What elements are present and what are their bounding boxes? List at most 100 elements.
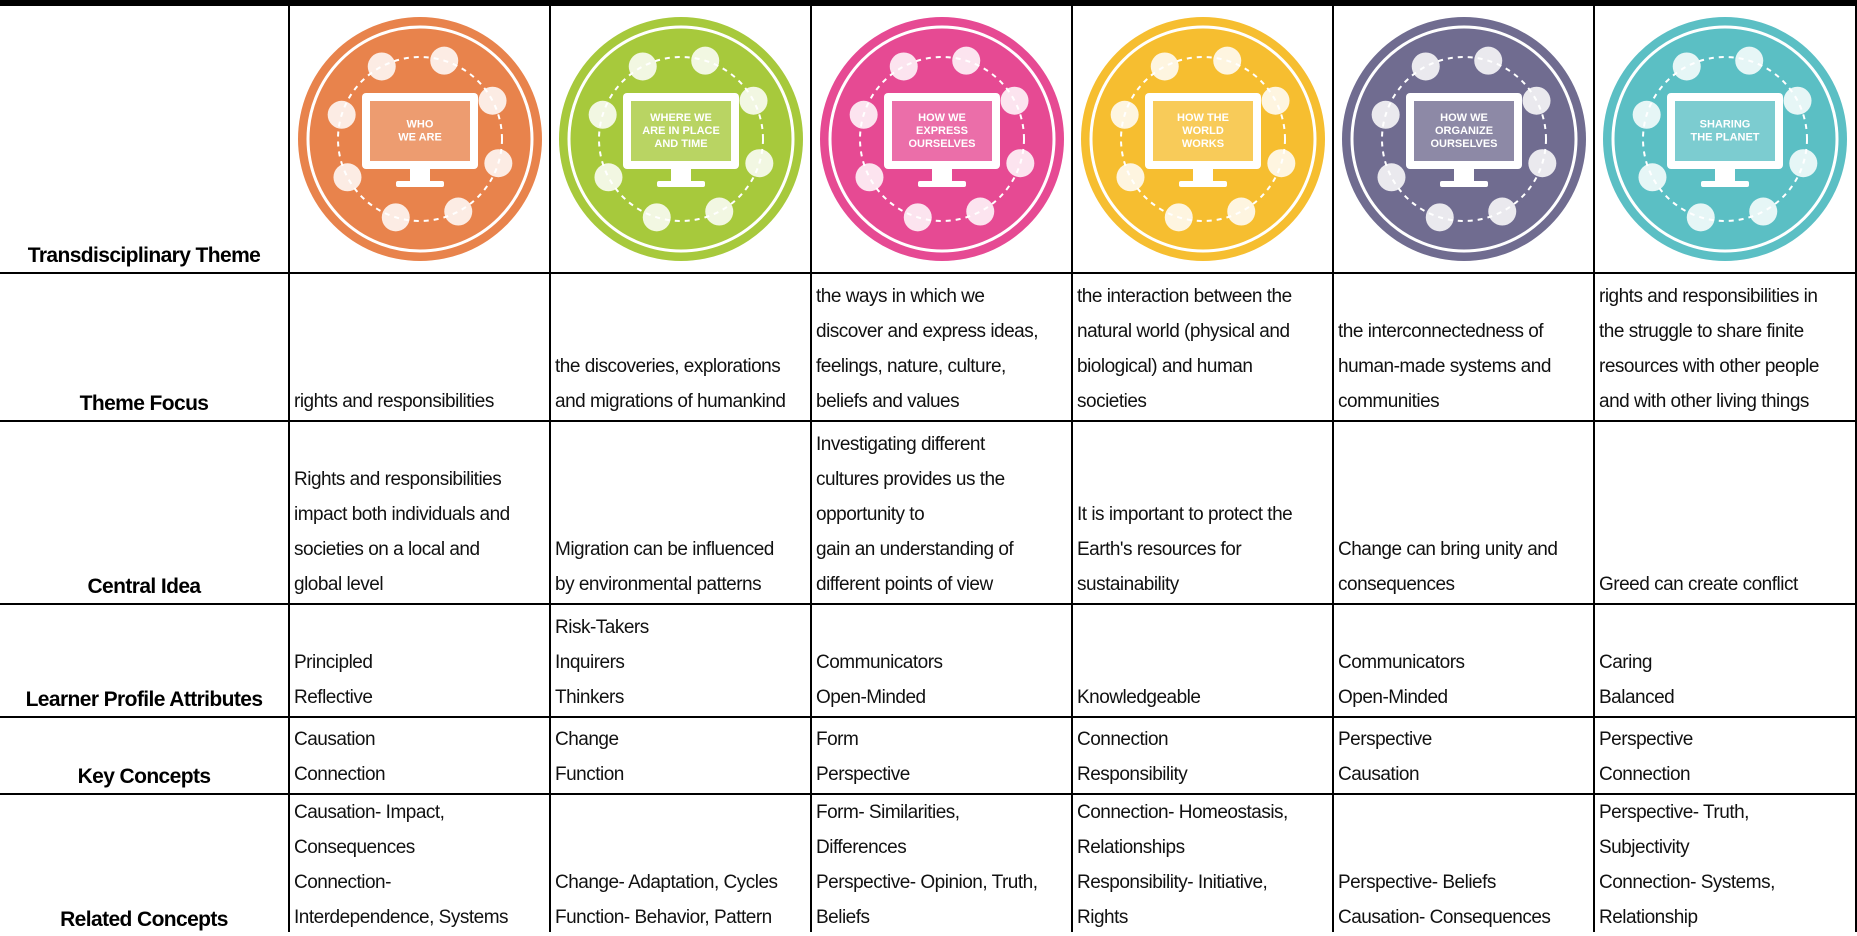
decor-icon: [1115, 163, 1144, 192]
decor-icon: [1473, 46, 1502, 75]
dashed-ring: [1642, 56, 1808, 222]
cell-text: Change: [555, 729, 619, 750]
table-cell: Greed can create conflict: [1595, 422, 1855, 603]
white-ring: [1611, 25, 1839, 253]
table-cell: Investigating different cultures provides…: [812, 422, 1071, 603]
decor-icon: [1000, 86, 1029, 115]
decor-icon: [1789, 149, 1818, 178]
decor-icon: [849, 100, 878, 129]
cell-text: Open-Minded: [1338, 687, 1448, 708]
monitor-base: [1178, 181, 1227, 187]
cell-text: Connection: [294, 764, 386, 785]
cell-text: Perspective: [1599, 729, 1693, 750]
cell-text: the interconnectedness of: [1338, 321, 1544, 342]
decor-icon: [642, 203, 671, 232]
decor-icon: [588, 100, 617, 129]
cell-text: Investigating different: [816, 434, 985, 455]
cell-text: Perspective- Opinion, Truth,: [816, 872, 1038, 893]
cell-text: Greed can create conflict: [1599, 574, 1798, 595]
table-cell: the ways in which we discover and express…: [812, 274, 1071, 420]
cell-text: Connection- Homeostasis,: [1077, 802, 1288, 823]
theme-title: ORGANIZE: [1434, 125, 1492, 137]
cell-text: Thinkers: [555, 687, 624, 708]
cell-text: Principled: [294, 652, 373, 673]
table-cell: Form Perspective: [812, 718, 1071, 793]
theme-title: EXPRESS: [916, 125, 968, 137]
theme-title: OURSELVES: [1430, 138, 1497, 150]
decor-icon: [744, 149, 773, 178]
decor-icon: [1632, 100, 1661, 129]
table-cell: Risk-Takers Inquirers Thinkers: [551, 605, 810, 716]
table-cell: Change Function: [551, 718, 810, 793]
theme-title: OURSELVES: [908, 138, 975, 150]
table-cell: Perspective Causation: [1334, 718, 1593, 793]
decor-icon: [381, 203, 410, 232]
cell-text: Relationships: [1077, 837, 1185, 858]
cell-text: Migration can be influenced: [555, 539, 774, 560]
monitor-screen: [630, 101, 731, 161]
cell-text: Rights: [1077, 907, 1128, 928]
theme-title: HOW THE: [1177, 112, 1229, 124]
monitor-screen: [1152, 101, 1253, 161]
monitor-stand: [931, 169, 952, 183]
decor-icon: [1522, 86, 1551, 115]
white-ring: [1350, 25, 1577, 253]
cell-text: societies: [1077, 391, 1147, 412]
cell-text: Differences: [816, 837, 907, 858]
monitor-base: [395, 181, 444, 187]
cell-text: Connection: [1599, 764, 1691, 785]
cell-text: Risk-Takers: [555, 617, 649, 638]
cell-text: Caring: [1599, 652, 1652, 673]
dashed-ring: [858, 56, 1025, 222]
decor-icon: [1226, 197, 1255, 226]
cell-text: the interaction between the: [1077, 286, 1292, 307]
cell-text: Interdependence, Systems: [294, 907, 509, 928]
table-cell: rights and responsibilities: [290, 274, 549, 420]
row-header: Learner Profile Attributes: [0, 605, 288, 716]
cell-text: Responsibility: [1077, 764, 1188, 785]
decor-icon: [1110, 100, 1139, 129]
cell-text: and with other living things: [1599, 391, 1809, 412]
table-cell: the interconnectedness of human-made syst…: [1334, 274, 1593, 420]
cell-text: opportunity to: [816, 504, 925, 525]
monitor-stand: [1453, 169, 1474, 183]
monitor-stand: [409, 169, 430, 183]
cell-text: Form- Similarities,: [816, 802, 960, 823]
table-cell: Principled Reflective: [290, 605, 549, 716]
row-header: Related Concepts: [0, 795, 288, 936]
decor-icon: [478, 86, 507, 115]
decor-icon: [1266, 149, 1295, 178]
table-cell: Perspective Connection: [1595, 718, 1855, 793]
row-header: Key Concepts: [0, 718, 288, 793]
decor-icon: [1212, 46, 1241, 75]
cell-text: Perspective- Truth,: [1599, 802, 1749, 823]
cell-text: Function: [555, 764, 624, 785]
cell-text: Open-Minded: [816, 687, 926, 708]
cell-text: consequences: [1338, 574, 1455, 595]
dashed-ring: [1380, 56, 1547, 222]
table-cell: Causation- Impact, Consequences Connection…: [290, 795, 549, 936]
theme-title: WE ARE: [398, 131, 442, 143]
decor-icon: [1150, 52, 1179, 81]
cell-text: Change can bring unity and: [1338, 539, 1558, 560]
cell-text: rights and responsibilities: [294, 391, 494, 412]
cell-text: Connection- Systems,: [1599, 872, 1775, 893]
decor-icon: [1638, 163, 1667, 192]
white-ring: [306, 25, 533, 253]
table-cell: Communicators Open-Minded: [812, 605, 1071, 716]
cell-text: rights and responsibilities in: [1599, 286, 1818, 307]
cell-text: Responsibility- Initiative,: [1077, 872, 1268, 893]
decor-icon: [1425, 203, 1454, 232]
decor-icon: [1411, 52, 1440, 81]
cell-text: Reflective: [294, 687, 373, 708]
decor-icon: [739, 86, 768, 115]
theme-title: AND TIME: [654, 138, 707, 150]
decor-icon: [332, 163, 361, 192]
decor-icon: [483, 149, 512, 178]
monitor-screen: [369, 101, 470, 161]
table-cell: Perspective- Truth, Subjectivity Connectio…: [1595, 795, 1855, 936]
